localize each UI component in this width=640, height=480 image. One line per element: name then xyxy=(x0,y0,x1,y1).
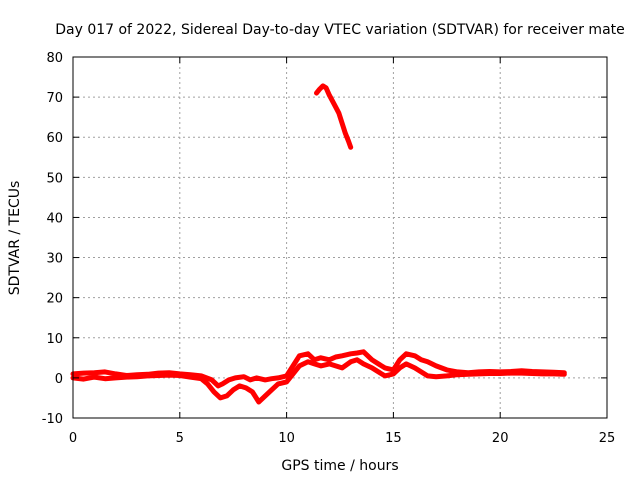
x-tick-label: 20 xyxy=(492,431,509,446)
chart-title: Day 017 of 2022, Sidereal Day-to-day VTE… xyxy=(55,22,625,38)
y-tick-label: -10 xyxy=(42,412,63,427)
grid-lines xyxy=(73,57,607,418)
y-tick-label: 60 xyxy=(46,131,63,146)
y-tick-label: 10 xyxy=(46,332,63,347)
series-line-3 xyxy=(314,83,354,150)
y-tick-label: 20 xyxy=(46,292,63,307)
series-line-2 xyxy=(70,357,567,405)
x-tick-label: 0 xyxy=(69,431,77,446)
tick-marks xyxy=(72,56,608,419)
y-tick-label: 50 xyxy=(46,171,63,186)
y-tick-label: 40 xyxy=(46,211,63,226)
tick-labels: 0 5 10 15 20 25 -10 0 10 20 30 40 50 60 70 80 xyxy=(42,51,616,446)
x-tick-label: 5 xyxy=(176,431,184,446)
x-tick-label: 15 xyxy=(385,431,402,446)
y-tick-label: 70 xyxy=(46,91,63,106)
series-line-1 xyxy=(70,349,567,389)
y-tick-label: 80 xyxy=(46,51,63,66)
x-axis-title: GPS time / hours xyxy=(281,458,398,474)
y-tick-label: 30 xyxy=(46,252,63,267)
x-tick-label: 25 xyxy=(599,431,616,446)
y-axis-title: SDTVAR / TECUs xyxy=(7,181,23,296)
series-group xyxy=(70,83,567,405)
y-tick-label: 0 xyxy=(55,372,63,387)
x-tick-label: 10 xyxy=(278,431,295,446)
plot-frame xyxy=(72,56,608,419)
